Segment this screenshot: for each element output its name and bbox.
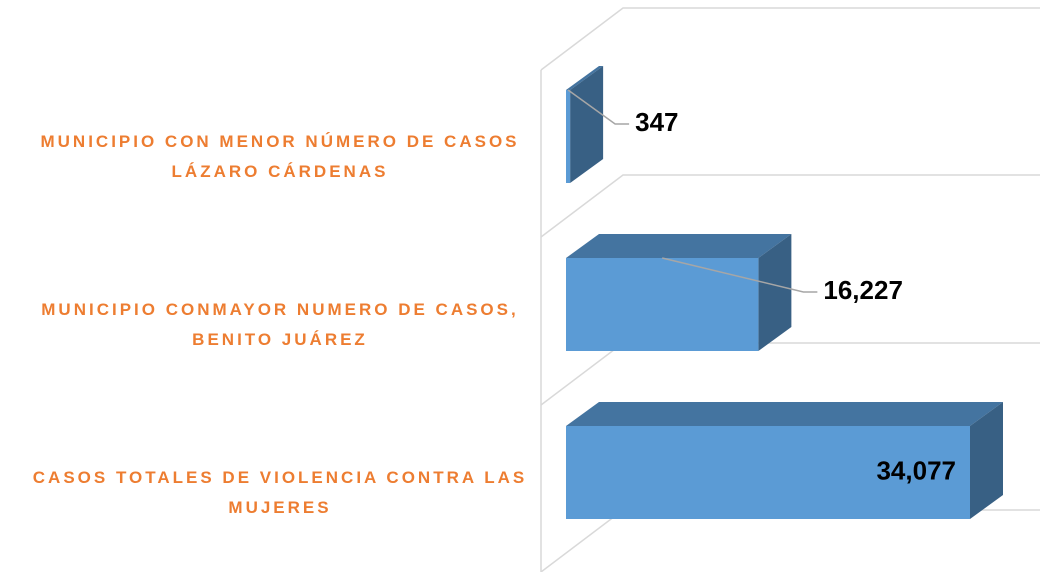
bar-top xyxy=(566,234,792,258)
bar-side xyxy=(570,66,604,183)
category-label: MUNICIPIO CON MENOR NÚMERO DE CASOS LÁZA… xyxy=(40,131,520,181)
bar-side xyxy=(970,402,1003,519)
category-label: CASOS TOTALES DE VIOLENCIA CONTRA LAS MU… xyxy=(32,467,528,517)
bar-top xyxy=(566,66,604,90)
bar-top xyxy=(566,402,1003,426)
leader-line xyxy=(662,257,818,293)
value-label: 347 xyxy=(635,107,678,137)
value-label: 16,227 xyxy=(823,275,903,305)
bar xyxy=(566,426,970,519)
bar xyxy=(566,90,571,183)
value-label: 34,077 xyxy=(876,455,956,485)
bar-side xyxy=(758,234,792,351)
leader-line xyxy=(567,89,630,125)
bar xyxy=(566,258,759,351)
category-label: MUNICIPIO CONMAYOR NUMERO DE CASOS, BENI… xyxy=(41,299,519,349)
